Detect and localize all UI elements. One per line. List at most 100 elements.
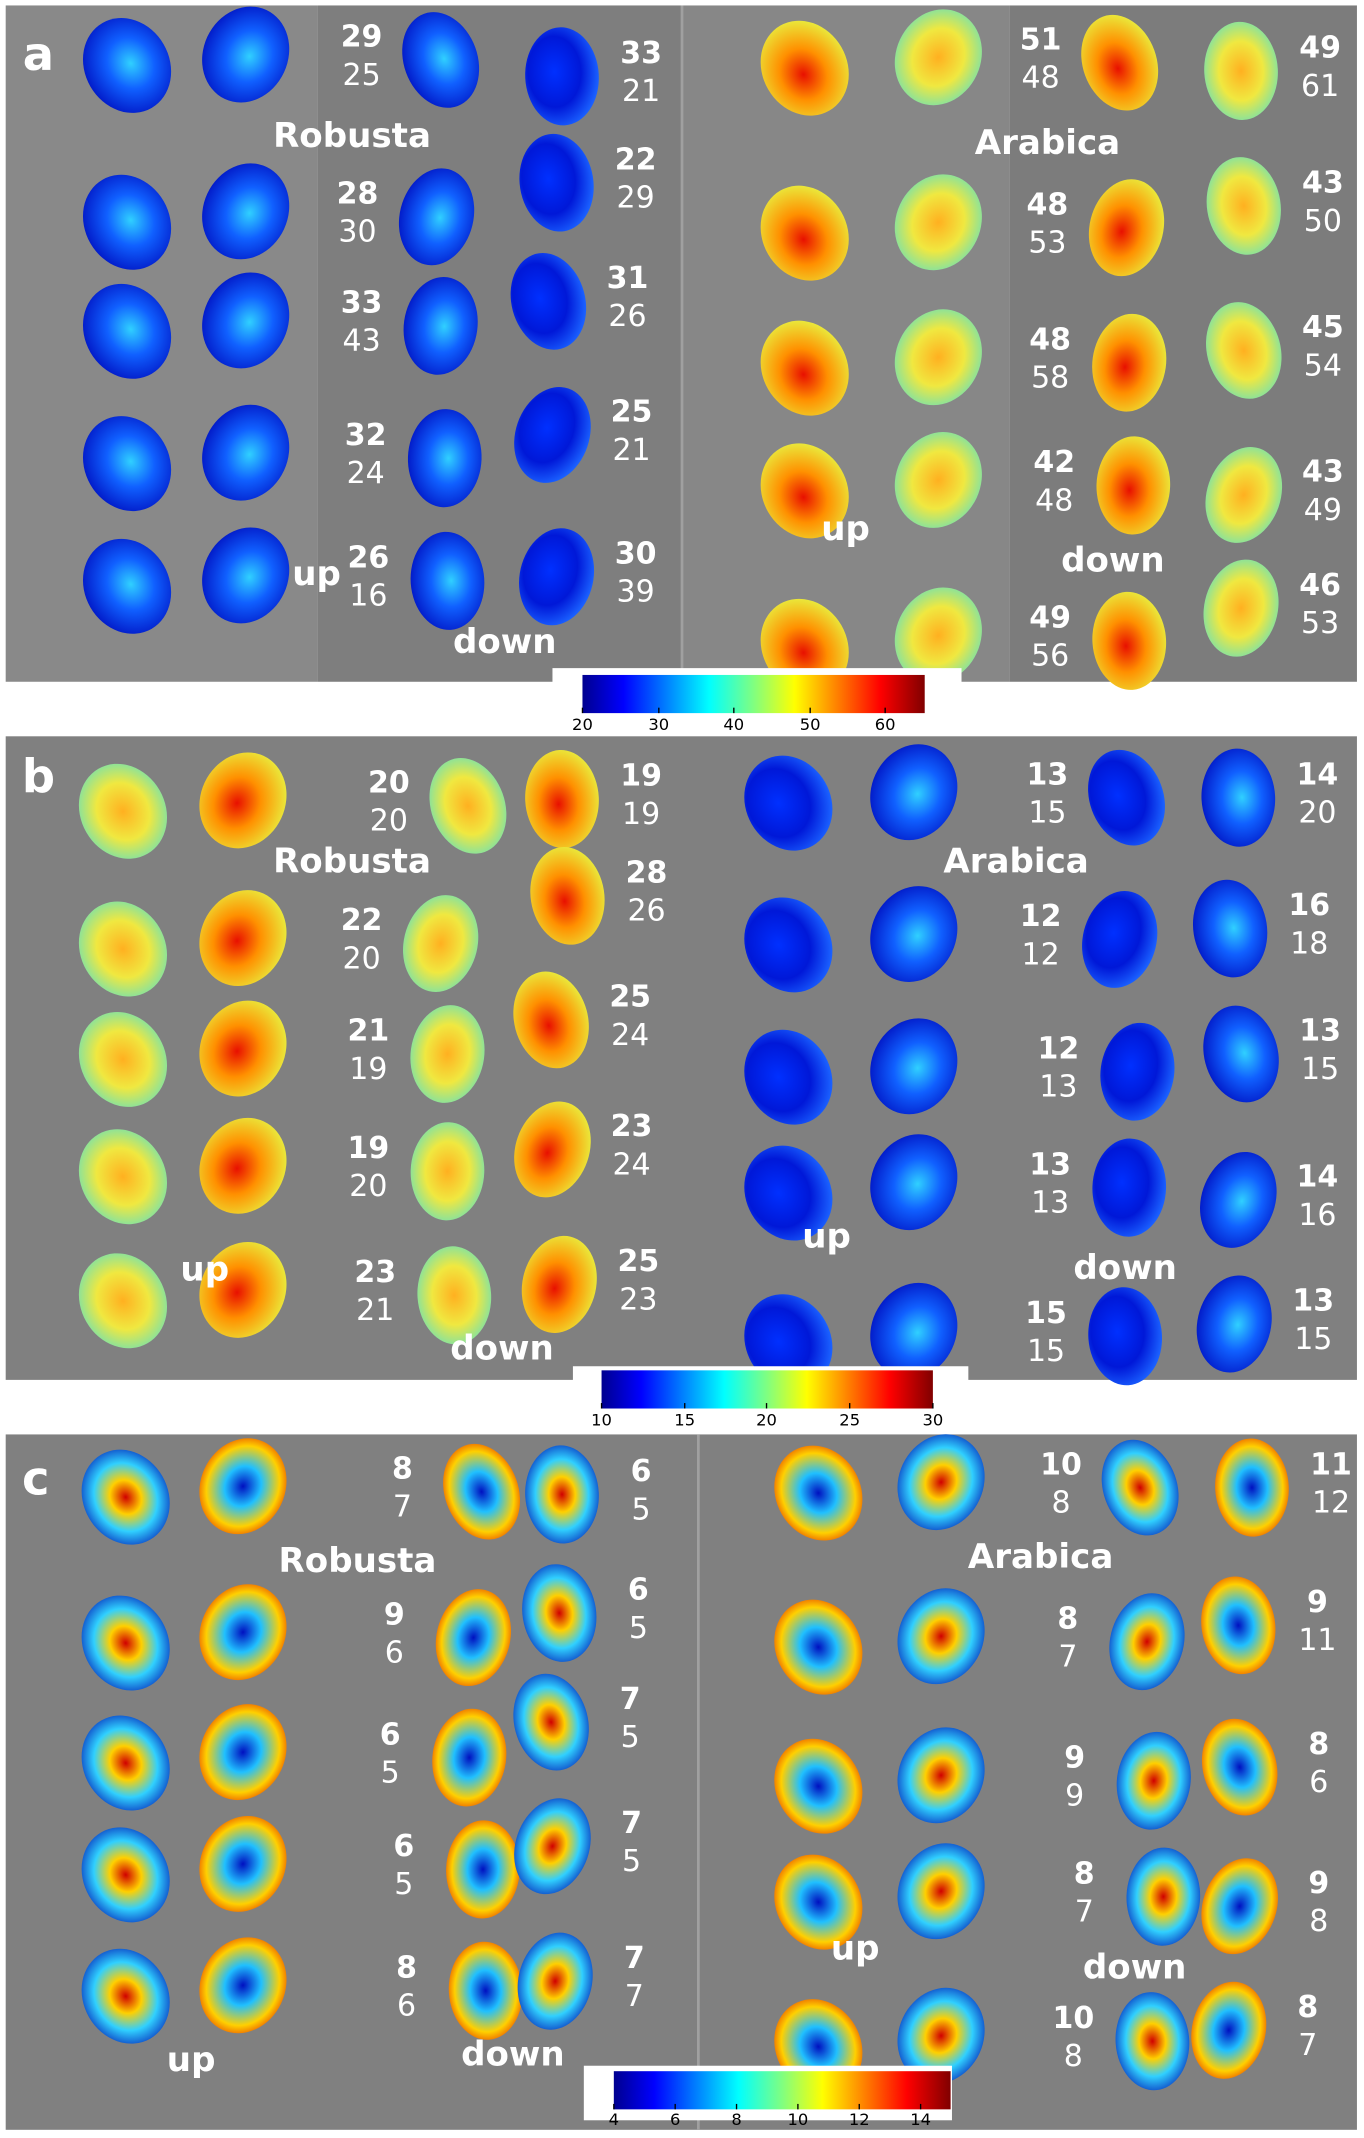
bean-heatmap xyxy=(1101,1439,1179,1536)
bean-heatmap xyxy=(1201,1576,1276,1675)
value-top: 42 xyxy=(1033,445,1075,480)
bean-heatmap xyxy=(402,12,480,108)
value-bottom: 7 xyxy=(393,1490,412,1525)
bean-heatmap xyxy=(760,20,849,116)
colorbar-tick-label: 30 xyxy=(648,715,669,734)
value-bottom: 20 xyxy=(1298,796,1336,831)
bean-heatmap xyxy=(202,527,290,624)
value-bottom: 12 xyxy=(1022,937,1060,972)
bean-heatmap xyxy=(514,1101,591,1198)
value-bottom: 8 xyxy=(1052,1485,1071,1520)
value-bottom: 13 xyxy=(1039,1070,1077,1105)
bean-heatmap xyxy=(1191,1981,1267,2079)
bean-heatmap xyxy=(1088,179,1165,277)
value-bottom: 39 xyxy=(617,575,655,610)
bean-heatmap xyxy=(78,901,168,997)
value-bottom: 20 xyxy=(349,1169,387,1204)
bean-heatmap xyxy=(81,1948,170,2044)
bean-heatmap xyxy=(525,749,599,849)
bean-heatmap xyxy=(202,272,290,369)
bean-heatmap xyxy=(744,1029,833,1125)
bean-heatmap xyxy=(199,1000,287,1097)
value-bottom: 5 xyxy=(381,1755,400,1790)
value-bottom: 11 xyxy=(1298,1623,1336,1658)
value-bottom: 25 xyxy=(342,58,380,93)
bean-heatmap xyxy=(1205,447,1283,543)
bean-heatmap xyxy=(521,1235,597,1333)
bean-heatmap xyxy=(525,1445,599,1544)
value-top: 16 xyxy=(1288,888,1330,923)
value-top: 51 xyxy=(1020,22,1062,57)
value-top: 8 xyxy=(1297,1990,1318,2025)
value-bottom: 8 xyxy=(1064,2039,1083,2074)
value-top: 12 xyxy=(1020,899,1062,934)
value-bottom: 56 xyxy=(1031,639,1069,674)
bean-heatmap xyxy=(82,174,172,270)
value-bottom: 24 xyxy=(611,1018,649,1053)
colorbar-tick-label: 50 xyxy=(800,715,821,734)
group-label: Robusta xyxy=(279,1541,437,1581)
up-label: up xyxy=(831,1928,880,1968)
bean-heatmap xyxy=(870,886,958,982)
bean-heatmap xyxy=(774,1738,863,1834)
bean-heatmap xyxy=(1201,748,1276,847)
bean-heatmap xyxy=(202,163,290,260)
value-bottom: 23 xyxy=(619,1282,657,1317)
value-bottom: 7 xyxy=(1075,1895,1094,1930)
bean-heatmap xyxy=(199,890,287,987)
bean-heatmap xyxy=(199,752,287,849)
value-bottom: 15 xyxy=(1301,1052,1339,1087)
colorbar-tick-label: 10 xyxy=(591,1410,612,1429)
value-bottom: 7 xyxy=(1298,2028,1317,2063)
value-bottom: 19 xyxy=(349,1052,387,1087)
value-bottom: 30 xyxy=(338,215,376,250)
bean-heatmap xyxy=(1126,1847,1201,1946)
up-label: up xyxy=(180,1249,229,1289)
bean-heatmap xyxy=(1215,1438,1289,1537)
down-label: down xyxy=(1073,1248,1177,1288)
bean-heatmap xyxy=(894,174,982,271)
bean-heatmap xyxy=(398,168,475,266)
value-bottom: 18 xyxy=(1290,926,1328,961)
bean-heatmap xyxy=(870,1282,958,1379)
panel-background xyxy=(1009,5,1357,682)
value-bottom: 6 xyxy=(397,1989,416,2024)
bean-heatmap xyxy=(870,1134,958,1231)
value-top: 49 xyxy=(1029,601,1071,636)
value-top: 11 xyxy=(1310,1447,1352,1482)
value-top: 10 xyxy=(1040,1447,1082,1482)
value-bottom: 48 xyxy=(1035,483,1073,518)
bean-heatmap xyxy=(78,1253,168,1349)
bean-heatmap xyxy=(1206,302,1282,399)
bean-heatmap xyxy=(774,1854,863,1950)
panel-letter: a xyxy=(23,27,54,81)
bean-heatmap xyxy=(199,1438,287,1535)
bean-heatmap xyxy=(517,1932,593,2030)
value-top: 8 xyxy=(392,1451,413,1486)
value-top: 21 xyxy=(348,1014,390,1049)
value-top: 6 xyxy=(393,1829,414,1864)
bean-heatmap xyxy=(432,1708,507,1807)
bean-heatmap xyxy=(1200,1151,1277,1248)
colorbar-tick-label: 4 xyxy=(609,2110,619,2129)
panel: b 202019192220282621192524192023242321252… xyxy=(5,736,1357,1390)
value-top: 48 xyxy=(1027,187,1069,222)
bean-heatmap xyxy=(82,283,172,379)
value-top: 32 xyxy=(345,418,387,453)
value-bottom: 12 xyxy=(1312,1485,1350,1520)
value-bottom: 16 xyxy=(349,579,387,614)
value-bottom: 26 xyxy=(627,894,665,929)
value-top: 8 xyxy=(1074,1856,1095,1891)
value-top: 23 xyxy=(354,1255,396,1290)
value-bottom: 20 xyxy=(370,804,408,839)
value-bottom: 5 xyxy=(632,1492,651,1527)
value-bottom: 15 xyxy=(1028,796,1066,831)
value-top: 31 xyxy=(607,261,649,296)
bean-heatmap xyxy=(513,971,589,1069)
bean-heatmap xyxy=(81,1827,170,1923)
colorbar-tick-label: 30 xyxy=(922,1410,943,1429)
bean-heatmap xyxy=(1116,1731,1191,1830)
colorbar-tick-label: 25 xyxy=(839,1410,860,1429)
value-top: 13 xyxy=(1027,757,1069,792)
value-top: 49 xyxy=(1299,31,1341,66)
